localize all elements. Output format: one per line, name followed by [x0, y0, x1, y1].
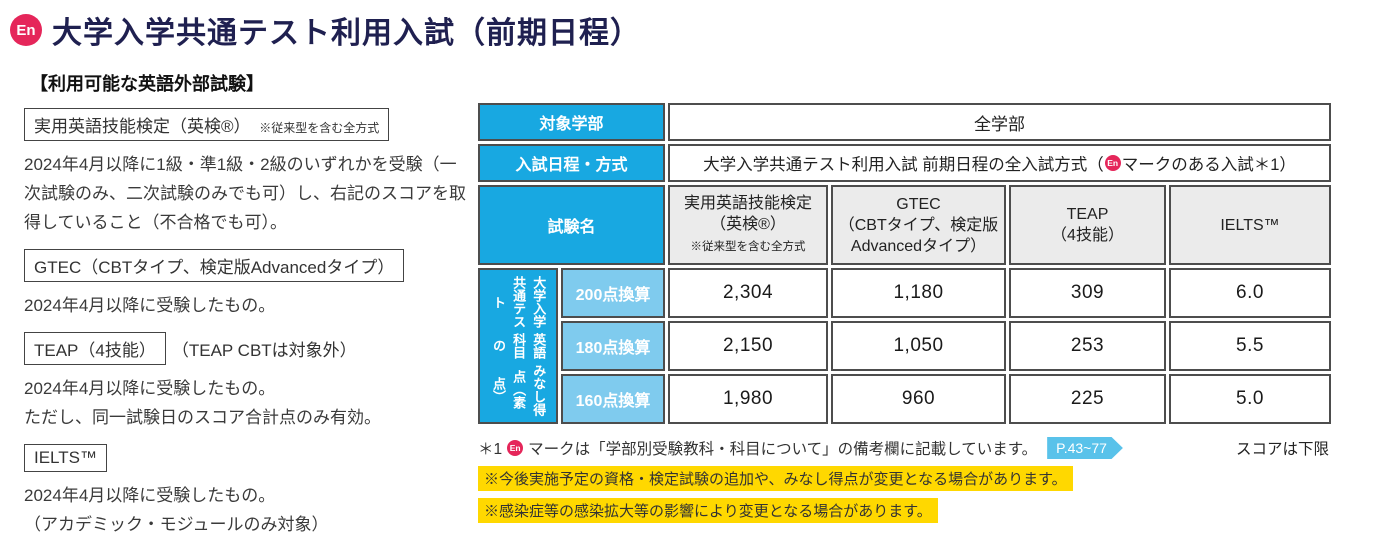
row-label-180: 180点換算 [561, 321, 665, 371]
score-cell: 225 [1009, 374, 1166, 424]
footnote-marker: ＊1 [478, 441, 503, 458]
score-cell: 2,304 [668, 268, 828, 318]
score-cell: 1,980 [668, 374, 828, 424]
vertical-header-deemed-score: 大学入学共通テスト 英語科目の みなし得点（素点） [478, 268, 558, 424]
column-header-gtec: GTEC （CBTタイプ、検定版 Advancedタイプ） [831, 185, 1006, 265]
warning-highlight-2: ※感染症等の感染拡大等の影響により変更となる場合があります。 [478, 498, 938, 523]
page-reference-badge: P.43~77 [1047, 437, 1123, 459]
column-header-eiken-note: ※従来型を含む全方式 [690, 240, 806, 253]
exam-item-ielts: IELTS™ 2024年4月以降に受験したもの。 （アカデミック・モジュールのみ… [24, 444, 469, 539]
section-subtitle: 【利用可能な英語外部試験】 [30, 74, 264, 94]
en-icon: En [10, 14, 42, 46]
score-cell: 6.0 [1169, 268, 1331, 318]
en-icon: En [1104, 155, 1121, 171]
exam-name-box-ielts: IELTS™ [24, 444, 107, 472]
row-header-target-faculty: 対象学部 [478, 103, 665, 141]
score-cell: 253 [1009, 321, 1166, 371]
footnote-text: マークは「学部別受験教科・科目について」の備考欄に記載しています。 [528, 441, 1038, 458]
score-cell: 1,050 [831, 321, 1006, 371]
column-header-teap: TEAP （4技能） [1009, 185, 1166, 265]
cell-schedule: 大学入学共通テスト利用入試 前期日程の全入試方式（ En マークのある入試＊1） [668, 144, 1331, 182]
footnotes: ＊1 En マークは「学部別受験教科・科目について」の備考欄に記載しています。 … [478, 437, 1333, 523]
exam-name-eiken: 実用英語技能検定（英検®） [34, 117, 251, 136]
column-header-eiken: 実用英語技能検定 （英検®） ※従来型を含む全方式 [668, 185, 828, 265]
schedule-text-pre: 大学入学共通テスト利用入試 前期日程の全入試方式（ [703, 156, 1104, 174]
row-header-exam-name: 試験名 [478, 185, 665, 265]
exam-side-note-teap: （TEAP CBTは対象外） [171, 341, 357, 360]
cell-target-faculty: 全学部 [668, 103, 1331, 141]
footnote-asterisk1: ＊1 En マークは「学部別受験教科・科目について」の備考欄に記載しています。 … [478, 437, 1333, 459]
score-conversion-table: 対象学部 全学部 入試日程・方式 大学入学共通テスト利用入試 前期日程の全入試方… [478, 103, 1331, 424]
page-title: 大学入学共通テスト利用入試（前期日程） [52, 17, 641, 50]
vertical-header-line2: 英語科目の [490, 332, 547, 359]
exam-name-box-teap: TEAP（4技能） [24, 332, 166, 365]
page-header: En 大学入学共通テスト利用入試（前期日程） [10, 8, 641, 52]
warning-highlight-1: ※今後実施予定の資格・検定試験の追加や、みなし得点が変更となる場合があります。 [478, 466, 1073, 491]
exam-item-eiken: 実用英語技能検定（英検®） ※従来型を含む全方式 2024年4月以降に1級・準1… [24, 108, 469, 237]
exam-name-teap: TEAP（4技能） [34, 341, 156, 360]
exam-note-eiken: ※従来型を含む全方式 [259, 121, 380, 135]
score-cell: 5.0 [1169, 374, 1331, 424]
column-header-gtec-name: GTEC （CBTタイプ、検定版 Advancedタイプ） [838, 195, 999, 255]
score-cell: 5.5 [1169, 321, 1331, 371]
row-header-schedule: 入試日程・方式 [478, 144, 665, 182]
exam-name-gtec: GTEC（CBTタイプ、検定版Advancedタイプ） [34, 258, 395, 277]
exam-name-box-eiken: 実用英語技能検定（英検®） ※従来型を含む全方式 [24, 108, 390, 141]
exam-conditions-panel: 実用英語技能検定（英検®） ※従来型を含む全方式 2024年4月以降に1級・準1… [24, 108, 469, 551]
exam-desc-gtec: 2024年4月以降に受験したもの。 [24, 296, 276, 315]
vertical-header-line1: 大学入学共通テスト [490, 276, 547, 329]
en-icon: En [507, 440, 524, 456]
column-header-eiken-name: 実用英語技能検定 （英検®） [683, 194, 812, 233]
score-cell: 1,180 [831, 268, 1006, 318]
exam-desc-teap: 2024年4月以降に受験したもの。 ただし、同一試験日のスコア合計点のみ有効。 [24, 379, 381, 427]
column-header-ielts: IELTS™ [1169, 185, 1331, 265]
column-header-teap-name: TEAP （4技能） [1051, 206, 1124, 244]
exam-name-box-gtec: GTEC（CBTタイプ、検定版Advancedタイプ） [24, 249, 405, 282]
exam-desc-ielts: 2024年4月以降に受験したもの。 （アカデミック・モジュールのみ対象） [24, 486, 329, 534]
score-cell: 309 [1009, 268, 1166, 318]
score-lower-limit-note: スコアは下限 [1235, 441, 1329, 458]
exam-name-ielts: IELTS™ [34, 448, 97, 467]
exam-item-gtec: GTEC（CBTタイプ、検定版Advancedタイプ） 2024年4月以降に受験… [24, 249, 469, 320]
row-label-160: 160点換算 [561, 374, 665, 424]
vertical-header-line3: みなし得点（素点） [490, 363, 547, 416]
column-header-ielts-name: IELTS™ [1220, 216, 1280, 234]
exam-item-teap: TEAP（4技能） （TEAP CBTは対象外） 2024年4月以降に受験したも… [24, 332, 469, 432]
score-cell: 960 [831, 374, 1006, 424]
row-label-200: 200点換算 [561, 268, 665, 318]
exam-desc-eiken: 2024年4月以降に1級・準1級・2級のいずれかを受験（一次試験のみ、二次試験の… [24, 155, 466, 232]
schedule-text-post: マークのある入試＊1） [1121, 156, 1296, 174]
score-cell: 2,150 [668, 321, 828, 371]
